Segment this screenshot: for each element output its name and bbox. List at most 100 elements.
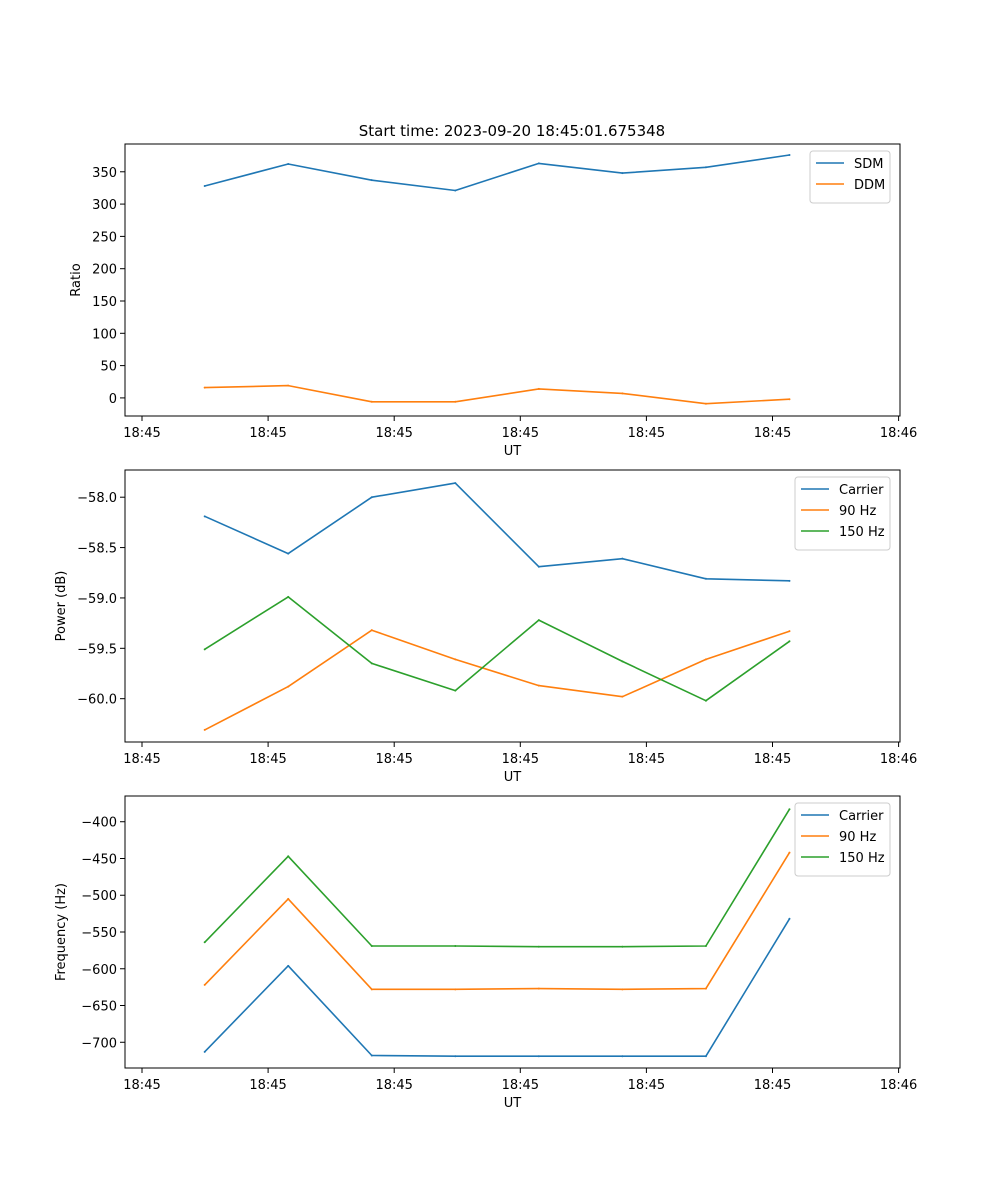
data-point [203,184,206,187]
data-point [287,685,290,688]
x-tick-label: 18:45 [502,426,539,441]
legend-label: DDM [854,178,885,193]
data-point [203,728,206,731]
y-tick-label: −60.0 [77,693,117,708]
x-tick-label: 18:46 [880,426,917,441]
data-point [454,400,457,403]
data-point [537,684,540,687]
data-point [537,1055,540,1058]
y-axis-label: Ratio [69,263,84,296]
x-tick-label: 18:45 [123,426,160,441]
axes-frame [124,143,901,417]
series-line-carrier [204,482,790,582]
y-tick-label: −500 [81,889,117,904]
x-tick-label: 18:46 [880,752,917,767]
y-tick-label: −59.0 [77,592,117,607]
data-point [203,648,206,651]
data-point [537,987,540,990]
data-point [621,660,624,663]
x-tick-label: 18:45 [628,426,665,441]
legend-label: Carrier [839,483,884,498]
y-tick-label: −59.5 [77,642,117,657]
data-point [788,398,791,401]
x-tick-label: 18:45 [502,1078,539,1093]
data-point [203,515,206,518]
data-point [454,944,457,947]
data-point [454,1055,457,1058]
data-point [454,988,457,991]
data-point [370,1054,373,1057]
data-point [370,400,373,403]
axes-frame [124,469,901,743]
legend: Carrier 90 Hz 150 Hz [794,802,891,877]
y-tick-label: −58.0 [77,491,117,506]
data-point [704,577,707,580]
subplot-3: 18:45 18:45 18:45 18:45 18:45 18:45 18:46 −700 −… [54,795,917,1111]
data-point [788,808,791,811]
data-point [704,1055,707,1058]
x-tick-label: 18:45 [249,752,286,767]
legend-box [809,150,891,204]
y-tick-label: 100 [92,327,117,342]
y-tick-label: −58.5 [77,542,117,557]
legend: Carrier 90 Hz 150 Hz [794,476,891,551]
y-tick-label: −550 [81,926,117,941]
series-line-90-hz [204,852,791,991]
data-point [621,945,624,948]
legend-label: 150 Hz [839,525,885,540]
data-point [370,662,373,665]
data-point [203,983,206,986]
data-point [704,944,707,947]
data-point [287,897,290,900]
data-point [287,855,290,858]
data-point [537,619,540,622]
y-tick-label: −450 [81,852,117,867]
data-point [203,386,206,389]
data-point [287,595,290,598]
data-point [621,557,624,560]
data-point [537,162,540,165]
subplot-1: 18:45 18:45 18:45 18:45 18:45 18:45 18:46 0 50 10… [69,143,917,459]
data-point [704,166,707,169]
series-line-sdm [204,154,790,192]
data-point [788,851,791,854]
x-axis-label: UT [504,770,522,785]
x-tick-label: 18:45 [502,752,539,767]
data-point [788,640,791,643]
subplots: 18:45 18:45 18:45 18:45 18:45 18:45 18:46 0 50 10… [54,143,917,1111]
data-point [287,964,290,967]
data-point [704,987,707,990]
data-point [454,482,457,485]
data-point [370,629,373,632]
data-point [788,630,791,633]
x-tick-label: 18:46 [880,1078,917,1093]
x-tick-label: 18:45 [375,752,412,767]
data-point [621,1055,624,1058]
y-tick-label: −650 [81,1000,117,1015]
x-tick-label: 18:45 [249,1078,286,1093]
x-axis-label: UT [504,444,522,459]
legend-label: 90 Hz [839,504,876,519]
data-point [621,988,624,991]
data-point [454,658,457,661]
legend-label: 90 Hz [839,830,876,845]
figure-title: Start time: 2023-09-20 18:45:01.675348 [359,122,665,140]
data-point [621,392,624,395]
y-tick-label: 250 [92,230,117,245]
series-line-ddm [204,384,790,405]
y-tick-label: −400 [81,816,117,831]
data-point [537,945,540,948]
x-tick-label: 18:45 [375,426,412,441]
data-point [704,402,707,405]
y-tick-label: 300 [92,198,117,213]
legend: SDM DDM [809,150,891,204]
x-axis-label: UT [504,1096,522,1111]
data-point [203,941,206,944]
x-tick-label: 18:45 [123,752,160,767]
x-tick-label: 18:45 [628,752,665,767]
data-point [370,496,373,499]
y-tick-label: −600 [81,963,117,978]
subplot-2: 18:45 18:45 18:45 18:45 18:45 18:45 18:46 −60.0… [54,469,917,785]
data-point [287,552,290,555]
